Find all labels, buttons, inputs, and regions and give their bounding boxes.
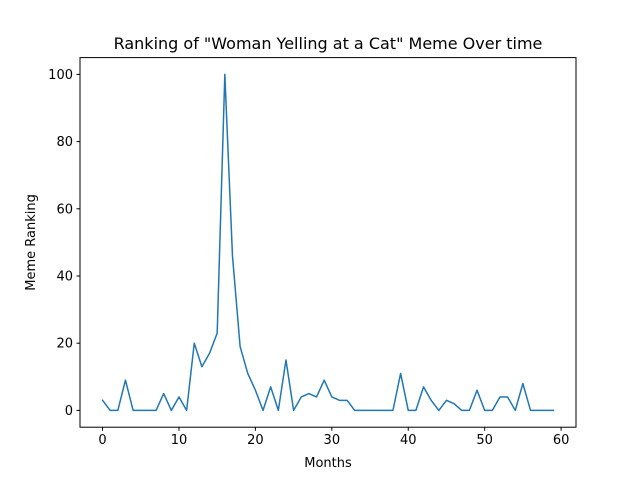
x-tick-label: 20: [247, 433, 264, 448]
axes-frame: [79, 57, 577, 428]
y-tick-label: 20: [56, 337, 73, 352]
chart-title: Ranking of "Woman Yelling at a Cat" Meme…: [114, 34, 543, 53]
y-tick-label: 80: [56, 135, 73, 150]
x-tick-label: 40: [400, 433, 417, 448]
x-tick-label: 0: [98, 433, 106, 448]
y-tick-label: 40: [56, 270, 73, 285]
x-tick-label: 50: [476, 433, 493, 448]
y-axis-label: Meme Ranking: [24, 194, 39, 291]
series-line: [101, 73, 555, 412]
plot-area: [101, 73, 555, 412]
x-tick-label: 60: [553, 433, 570, 448]
y-tick-label: 60: [56, 202, 73, 217]
y-axis-ticks: 0 20 40 60 80 100: [48, 68, 80, 419]
y-tick-label: 0: [65, 404, 73, 419]
x-tick-label: 10: [171, 433, 188, 448]
x-tick-label: 30: [324, 433, 341, 448]
y-tick-label: 100: [48, 68, 73, 83]
x-axis-ticks: 0 10 20 30 40 50 60: [98, 427, 569, 448]
x-axis-label: Months: [304, 456, 352, 471]
